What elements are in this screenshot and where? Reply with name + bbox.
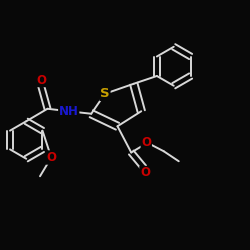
Text: NH: NH bbox=[59, 105, 79, 118]
Text: O: O bbox=[141, 136, 151, 149]
Text: O: O bbox=[46, 151, 56, 164]
Text: S: S bbox=[100, 87, 110, 100]
Text: O: O bbox=[140, 166, 150, 179]
Text: O: O bbox=[36, 74, 46, 86]
